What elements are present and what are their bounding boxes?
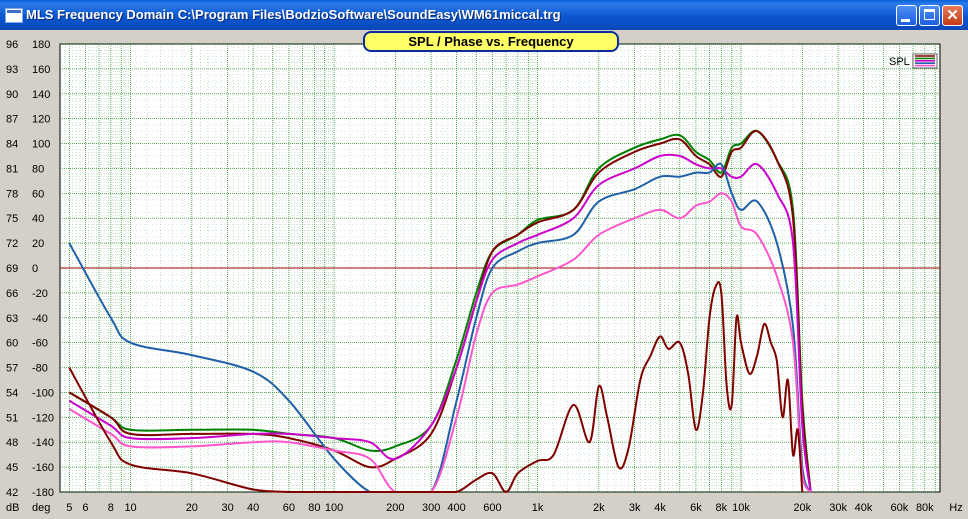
y-phase-tick-label: -100 bbox=[32, 387, 54, 399]
y-phase-tick-label: 20 bbox=[32, 238, 44, 250]
y-phase-tick-label: 80 bbox=[32, 163, 44, 175]
x-tick-label: 10k bbox=[732, 502, 750, 514]
x-axis: dB deg 5 6 8 10 20 30 40 60 80 100 200 300 400 600 1k 2k 3… bbox=[6, 502, 963, 514]
x-tick-label: 5 bbox=[66, 502, 72, 514]
x-tick-label: 200 bbox=[386, 502, 404, 514]
x-tick-label: 20 bbox=[186, 502, 198, 514]
legend: SPL bbox=[889, 53, 938, 69]
y-phase-tick-label: 0 bbox=[32, 263, 38, 275]
y-phase-tick-label: 140 bbox=[32, 89, 50, 101]
series-line-2 bbox=[68, 130, 812, 493]
y-phase-tick-label: -40 bbox=[32, 313, 48, 325]
x-tick-label: 600 bbox=[483, 502, 501, 514]
x-tick-label: 30k bbox=[829, 502, 847, 514]
minimize-button[interactable] bbox=[896, 5, 917, 26]
y-left-tick-label: 81 bbox=[6, 163, 18, 175]
series-line-6 bbox=[68, 281, 804, 494]
y-phase-tick-label: 100 bbox=[32, 139, 50, 151]
series-line-4 bbox=[68, 162, 812, 493]
y-phase-tick-label: 40 bbox=[32, 213, 44, 225]
y-left-tick-label: 96 bbox=[6, 39, 18, 51]
series-line-5 bbox=[68, 192, 812, 493]
y-left-tick-label: 54 bbox=[6, 387, 18, 399]
x-tick-label: 6k bbox=[690, 502, 702, 514]
x-axis-unit-label: Hz bbox=[949, 502, 962, 514]
chart-window-content: 96 93 90 87 84 81 78 75 72 69 66 63 60 57 54 51 48 45 42 1… bbox=[4, 30, 964, 519]
y-phase-tick-label: -20 bbox=[32, 288, 48, 300]
x-tick-label: 80 bbox=[308, 502, 320, 514]
x-tick-label: 40k bbox=[855, 502, 873, 514]
x-tick-label: 60k bbox=[891, 502, 909, 514]
x-tick-label: 30 bbox=[222, 502, 234, 514]
y-left-tick-label: 63 bbox=[6, 313, 18, 325]
x-tick-label: 100 bbox=[325, 502, 343, 514]
minimize-icon bbox=[901, 19, 910, 22]
y-phase-tick-label: -120 bbox=[32, 412, 54, 424]
x-tick-label: 2k bbox=[593, 502, 605, 514]
y-phase-tick-label: 120 bbox=[32, 114, 50, 126]
y-left-tick-label: 69 bbox=[6, 263, 18, 275]
y-left-axis: 96 93 90 87 84 81 78 75 72 69 66 63 60 57 54 51 48 45 42 bbox=[6, 39, 18, 499]
y-phase-tick-label: -180 bbox=[32, 487, 54, 499]
y-phase-tick-label: -60 bbox=[32, 338, 48, 350]
chart-title: SPL / Phase vs. Frequency bbox=[363, 31, 619, 52]
close-icon: ✕ bbox=[946, 7, 959, 24]
x-tick-label: 8k bbox=[716, 502, 728, 514]
x-tick-label: 60 bbox=[283, 502, 295, 514]
window-title: MLS Frequency Domain C:\Program Files\Bo… bbox=[26, 7, 561, 22]
x-tick-label: 80k bbox=[916, 502, 934, 514]
y-left-tick-label: 87 bbox=[6, 114, 18, 126]
y-left-tick-label: 72 bbox=[6, 238, 18, 250]
x-tick-label: 10 bbox=[124, 502, 136, 514]
series-line-3 bbox=[68, 153, 812, 493]
legend-label: SPL bbox=[889, 56, 910, 68]
y-phase-tick-label: -160 bbox=[32, 462, 54, 474]
x-tick-label: 20k bbox=[793, 502, 811, 514]
x-tick-label: 300 bbox=[422, 502, 440, 514]
title-bar: MLS Frequency Domain C:\Program Files\Bo… bbox=[0, 0, 968, 30]
y-phase-tick-label: 160 bbox=[32, 64, 50, 76]
y-left-tick-label: 75 bbox=[6, 213, 18, 225]
y-phase-unit-label: deg bbox=[32, 502, 50, 514]
series-layer bbox=[68, 129, 812, 494]
x-tick-label: 1k bbox=[532, 502, 544, 514]
y-phase-tick-label: 60 bbox=[32, 188, 44, 200]
maximize-button[interactable] bbox=[919, 5, 940, 26]
y-left-tick-label: 78 bbox=[6, 188, 18, 200]
x-tick-label: 8 bbox=[108, 502, 114, 514]
y-left-unit-label: dB bbox=[6, 502, 19, 514]
y-left-tick-label: 42 bbox=[6, 487, 18, 499]
y-left-tick-label: 90 bbox=[6, 89, 18, 101]
y-phase-tick-label: -80 bbox=[32, 363, 48, 375]
y-left-tick-label: 84 bbox=[6, 139, 18, 151]
x-tick-label: 6 bbox=[82, 502, 88, 514]
x-tick-label: 3k bbox=[629, 502, 641, 514]
y-left-tick-label: 60 bbox=[6, 338, 18, 350]
y-left-tick-label: 45 bbox=[6, 462, 18, 474]
y-left-tick-label: 48 bbox=[6, 437, 18, 449]
app-icon bbox=[5, 8, 23, 23]
x-tick-label: 40 bbox=[247, 502, 259, 514]
y-left-tick-label: 57 bbox=[6, 363, 18, 375]
y-phase-tick-label: 180 bbox=[32, 39, 50, 51]
y-left-tick-label: 66 bbox=[6, 288, 18, 300]
y-right-axis: 180 160 140 120 100 80 60 40 20 0 -20 -40 -60 -80 -100… bbox=[32, 39, 54, 499]
y-left-tick-label: 51 bbox=[6, 412, 18, 424]
x-tick-label: 400 bbox=[447, 502, 465, 514]
close-button[interactable]: ✕ bbox=[942, 5, 963, 26]
x-tick-label: 4k bbox=[654, 502, 666, 514]
y-left-tick-label: 93 bbox=[6, 64, 18, 76]
maximize-icon bbox=[924, 9, 935, 20]
y-phase-tick-label: -140 bbox=[32, 437, 54, 449]
